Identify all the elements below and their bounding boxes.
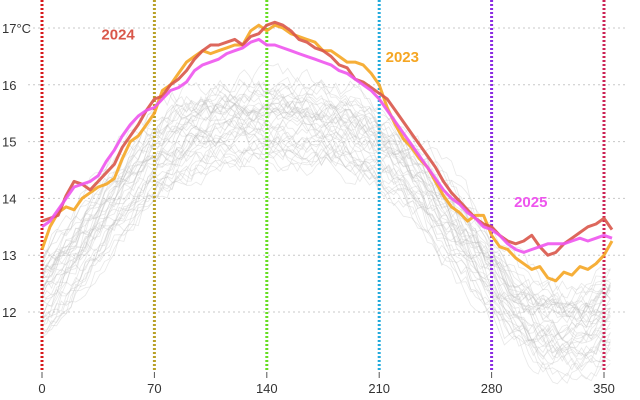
x-tick-label-140: 140 xyxy=(256,381,278,396)
background-year-line xyxy=(41,82,611,309)
background-year-line xyxy=(41,136,611,360)
y-tick-label-16: 16 xyxy=(2,78,16,93)
background-year-line xyxy=(41,130,611,362)
background-year-line xyxy=(41,116,611,343)
series-lines xyxy=(40,20,614,283)
series-label-2024: 2024 xyxy=(101,26,135,43)
background-year-line xyxy=(41,101,611,344)
y-tick-label-17: 17°C xyxy=(2,21,31,36)
background-year-line xyxy=(41,101,611,340)
x-axis-ticks: 0 70 140 210 280 350 xyxy=(38,372,615,396)
background-year-line xyxy=(41,113,611,360)
series-line-2024 xyxy=(41,20,614,257)
x-tick-label-280: 280 xyxy=(481,381,503,396)
background-year-line xyxy=(41,112,611,354)
background-year-line xyxy=(41,89,611,324)
background-years xyxy=(41,61,611,385)
x-tick-label-70: 70 xyxy=(147,381,161,396)
background-year-line xyxy=(41,106,611,346)
background-year-line xyxy=(41,76,611,312)
background-year-line xyxy=(41,90,611,321)
series-label-2023: 2023 xyxy=(386,49,419,66)
background-year-line xyxy=(41,131,611,363)
background-year-line xyxy=(41,148,611,385)
background-year-line xyxy=(41,95,611,323)
background-year-line xyxy=(41,105,611,344)
y-tick-label-13: 13 xyxy=(2,248,16,263)
background-year-line xyxy=(41,129,611,365)
background-year-line xyxy=(41,99,611,324)
background-year-line xyxy=(41,106,611,343)
background-year-line xyxy=(41,101,611,315)
series-label-2025: 2025 xyxy=(514,194,547,211)
x-tick-label-0: 0 xyxy=(38,381,45,396)
background-year-line xyxy=(41,133,611,371)
y-axis-ticks: 12 13 14 15 16 17°C xyxy=(2,21,31,320)
series-labels: 2023 2024 2025 xyxy=(101,26,547,211)
background-year-line xyxy=(41,80,611,309)
x-tick-label-210: 210 xyxy=(368,381,390,396)
background-year-line xyxy=(41,135,611,384)
series-line-2023 xyxy=(40,23,614,283)
background-year-line xyxy=(41,88,611,320)
series-line-2025 xyxy=(41,37,613,254)
background-year-line xyxy=(41,146,611,377)
y-tick-label-15: 15 xyxy=(2,135,16,150)
x-tick-label-350: 350 xyxy=(593,381,615,396)
background-year-line xyxy=(41,82,611,315)
background-year-line xyxy=(41,126,611,357)
background-year-line xyxy=(41,107,611,328)
background-year-line xyxy=(41,93,611,319)
background-year-line xyxy=(41,81,611,309)
background-year-line xyxy=(41,117,611,343)
y-tick-label-12: 12 xyxy=(2,305,16,320)
y-tick-label-14: 14 xyxy=(2,191,16,206)
background-year-line xyxy=(41,125,611,355)
vertical-markers xyxy=(40,0,606,372)
background-year-line xyxy=(41,117,611,340)
background-year-line xyxy=(41,93,611,321)
background-year-line xyxy=(41,101,611,316)
background-year-line xyxy=(41,135,611,370)
background-year-line xyxy=(41,150,611,382)
background-year-line xyxy=(41,96,611,314)
